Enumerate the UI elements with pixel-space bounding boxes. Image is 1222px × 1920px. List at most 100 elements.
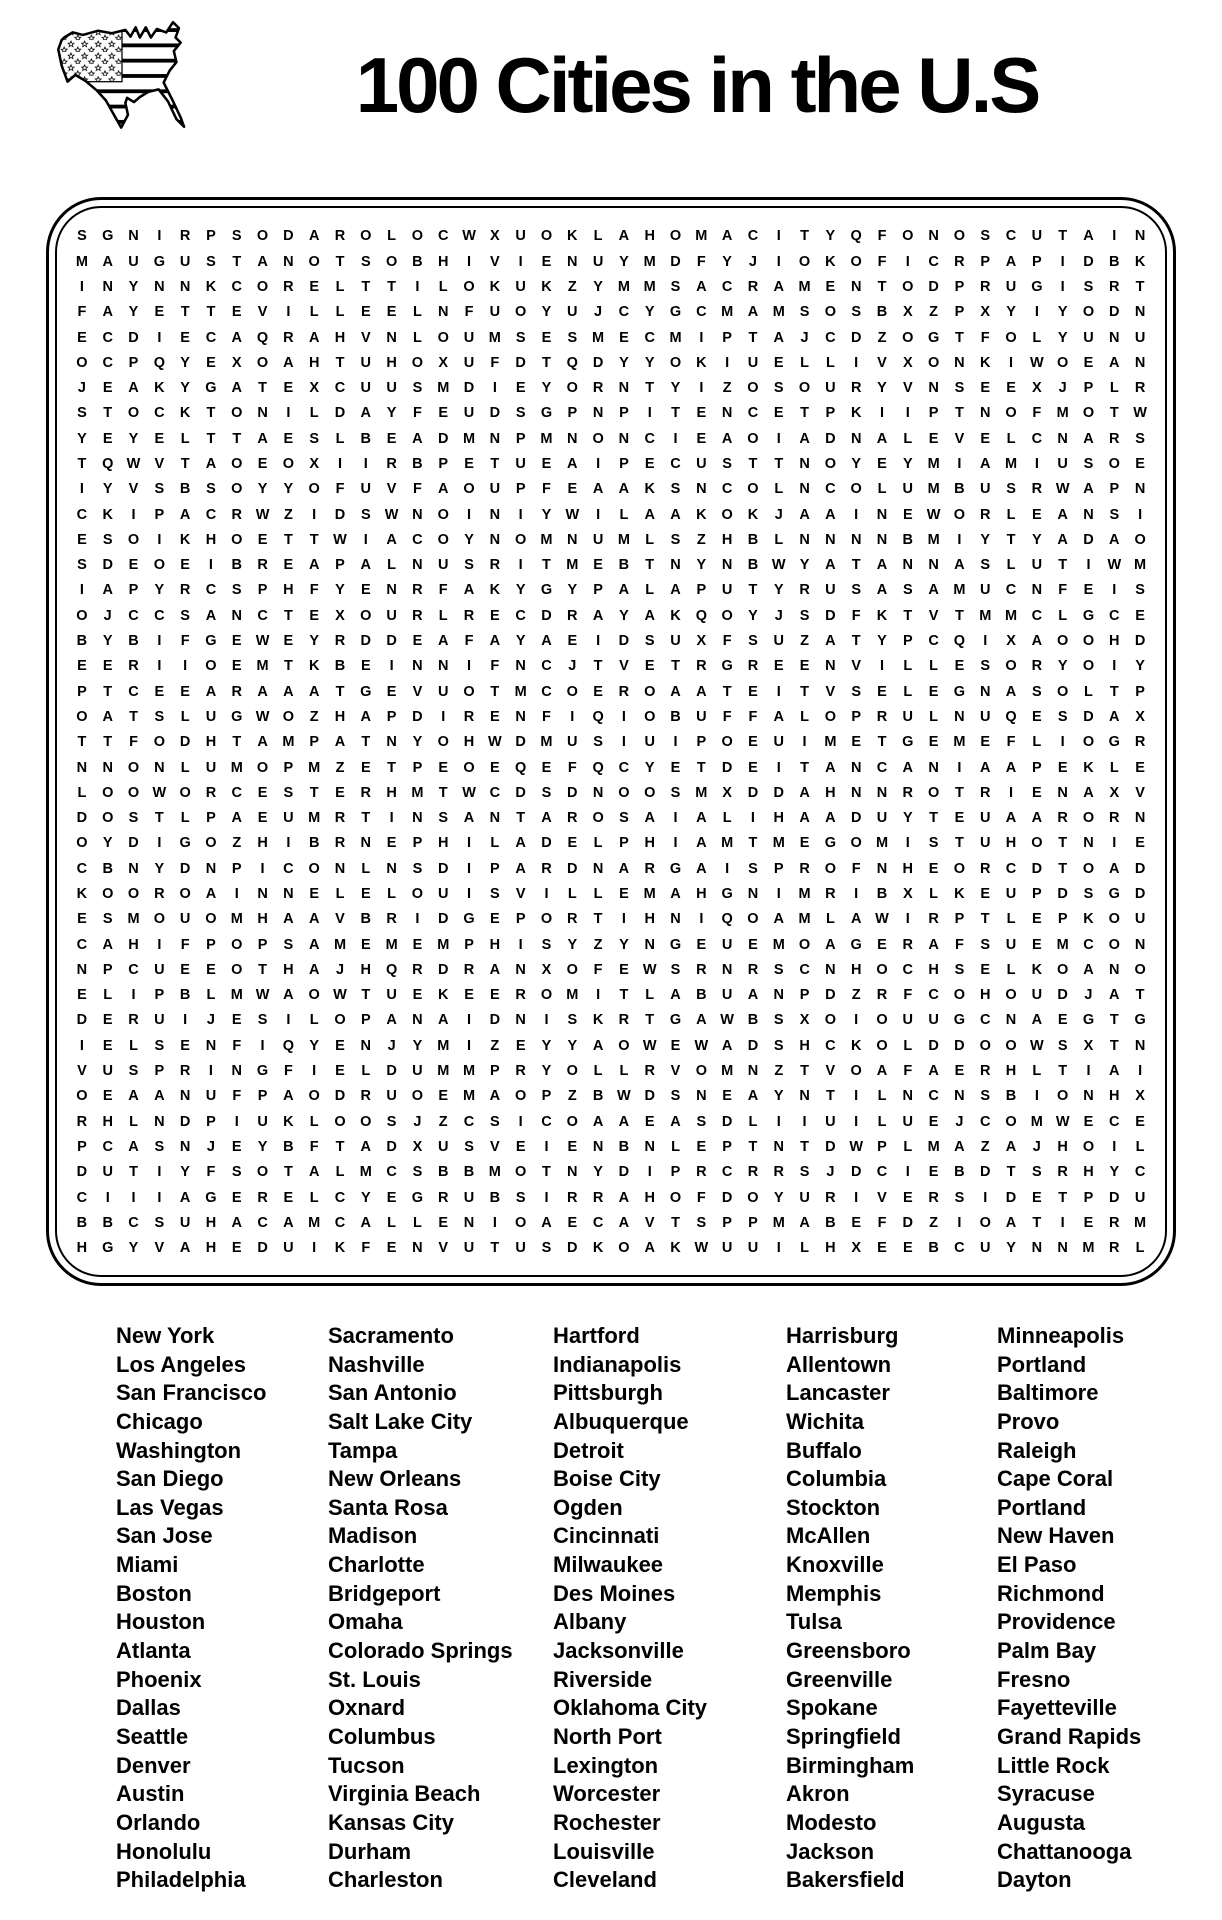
- grid-letter: B: [102, 860, 113, 877]
- city-name: Boise City: [553, 1466, 661, 1492]
- grid-letter: E: [980, 886, 991, 902]
- grid-letter: O: [1005, 987, 1017, 1004]
- grid-letter: B: [747, 557, 759, 574]
- grid-letter: O: [282, 708, 295, 725]
- grid-letter: L: [903, 683, 913, 700]
- grid-letter: N: [721, 405, 733, 422]
- grid-letter: D: [437, 860, 449, 877]
- grid-letter: S: [77, 405, 87, 422]
- grid-letter: O: [902, 228, 914, 245]
- grid-letter: R: [979, 1063, 991, 1080]
- grid-letter: J: [206, 1138, 215, 1155]
- grid-letter: Y: [593, 278, 603, 295]
- grid-letter: L: [412, 304, 422, 321]
- grid-letter: N: [1134, 936, 1146, 953]
- grid-letter: U: [670, 633, 681, 650]
- grid-letter: I: [621, 708, 626, 725]
- grid-letter: D: [825, 1138, 836, 1155]
- grid-letter: T: [180, 456, 190, 473]
- grid-letter: O: [437, 506, 449, 523]
- grid-letter: E: [283, 557, 294, 574]
- grid-letter: O: [153, 557, 165, 574]
- grid-letter: E: [412, 633, 423, 650]
- grid-letter: U: [360, 481, 372, 498]
- grid-letter: X: [902, 354, 913, 371]
- city-name: Cincinnati: [553, 1523, 660, 1549]
- grid-letter: U: [386, 607, 397, 624]
- grid-letter: A: [825, 810, 836, 827]
- grid-letter: F: [335, 481, 345, 498]
- grid-letter: O: [76, 1088, 88, 1105]
- grid-letter: I: [776, 430, 781, 447]
- city-name: Knoxville: [786, 1552, 884, 1578]
- grid-letter: J: [1032, 1138, 1041, 1155]
- grid-letter: R: [463, 961, 475, 978]
- grid-letter: B: [876, 886, 888, 902]
- grid-letter: O: [798, 380, 811, 397]
- grid-letter: E: [412, 987, 423, 1004]
- grid-letter: O: [540, 228, 553, 245]
- grid-letter: L: [129, 1113, 138, 1130]
- grid-letter: D: [747, 1037, 759, 1054]
- grid-letter: F: [877, 253, 887, 270]
- grid-letter: T: [645, 1012, 655, 1029]
- grid-letter: A: [1109, 708, 1120, 725]
- city-name: Los Angeles: [116, 1351, 246, 1377]
- grid-letter: N: [850, 759, 862, 776]
- grid-letter: I: [467, 253, 472, 270]
- grid-letter: O: [463, 683, 475, 700]
- grid-letter: L: [593, 835, 603, 852]
- grid-letter: Y: [619, 253, 629, 270]
- grid-letter: T: [671, 1214, 680, 1231]
- grid-letter: S: [670, 278, 681, 295]
- grid-letter: J: [335, 961, 345, 978]
- grid-letter: A: [308, 961, 320, 978]
- grid-letter: H: [205, 734, 217, 751]
- grid-letter: D: [412, 708, 423, 725]
- grid-letter: C: [1031, 607, 1043, 624]
- grid-letter: G: [205, 633, 217, 650]
- grid-letter: A: [1057, 531, 1068, 548]
- grid-letter: C: [541, 658, 552, 675]
- grid-letter: I: [518, 557, 523, 574]
- grid-letter: S: [541, 784, 552, 801]
- grid-letter: O: [927, 784, 940, 801]
- grid-letter: A: [928, 936, 939, 953]
- grid-letter: C: [1031, 430, 1043, 447]
- grid-letter: N: [179, 1138, 191, 1155]
- grid-letter: E: [799, 658, 810, 675]
- grid-letter: T: [335, 683, 345, 700]
- grid-letter: N: [360, 1037, 372, 1054]
- grid-letter: U: [1031, 987, 1043, 1004]
- grid-letter: I: [208, 557, 213, 574]
- grid-letter: S: [412, 1164, 423, 1181]
- grid-letter: I: [1009, 784, 1014, 801]
- city-name: San Jose: [116, 1523, 213, 1549]
- grid-letter: E: [257, 784, 268, 801]
- grid-letter: M: [256, 658, 269, 675]
- grid-letter: U: [773, 633, 784, 650]
- grid-letter: T: [1109, 683, 1119, 700]
- grid-letter: N: [850, 430, 862, 447]
- grid-letter: R: [179, 1063, 191, 1080]
- grid-letter: P: [231, 860, 242, 877]
- grid-letter: T: [954, 405, 964, 422]
- grid-letter: P: [490, 860, 500, 877]
- grid-letter: S: [360, 253, 371, 270]
- grid-letter: C: [592, 1214, 604, 1231]
- grid-letter: A: [360, 1138, 372, 1155]
- grid-letter: V: [619, 658, 629, 675]
- grid-letter: D: [386, 1063, 397, 1080]
- grid-letter: X: [309, 456, 320, 473]
- grid-letter: A: [360, 557, 372, 574]
- grid-letter: O: [1005, 1037, 1017, 1054]
- grid-letter: I: [905, 1164, 910, 1181]
- city-name: Detroit: [553, 1437, 624, 1463]
- grid-letter: C: [1005, 228, 1017, 245]
- grid-letter: O: [566, 1063, 578, 1080]
- grid-letter: I: [1034, 304, 1039, 321]
- grid-letter: I: [699, 380, 704, 397]
- city-name: Oxnard: [328, 1695, 406, 1721]
- grid-letter: Y: [541, 1063, 552, 1080]
- grid-letter: U: [102, 1164, 113, 1181]
